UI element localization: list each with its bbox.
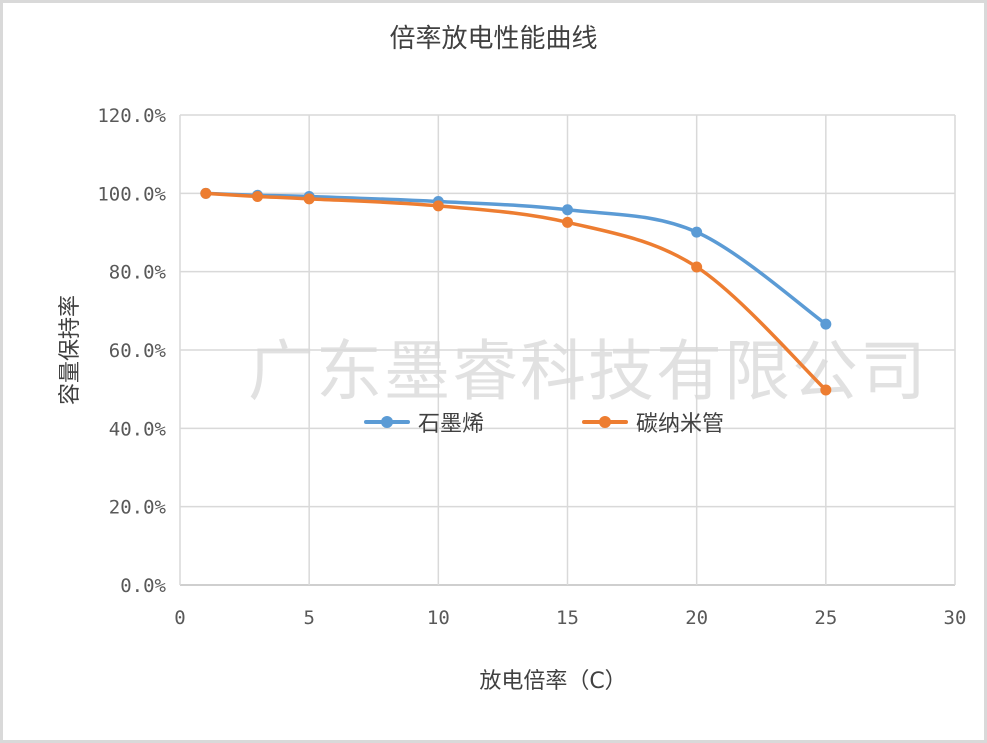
series-line-1 [204,191,828,392]
legend-swatch-cnt [582,412,628,432]
y-tick-label: 20.0% [109,497,167,519]
series-point-1 [562,216,573,228]
x-tick-label: 10 [427,607,450,629]
series-point-0 [820,318,832,330]
legend-label-graphene: 石墨烯 [418,412,485,437]
series-point-0 [691,226,703,238]
y-axis-label: 容量保持率 [58,294,83,406]
x-tick-label: 5 [303,607,314,629]
legend-item-graphene: 石墨烯 [364,408,485,437]
series-point-0 [562,204,573,216]
y-tick-label: 0.0% [120,575,166,597]
series-point-1 [691,261,703,273]
y-tick-label: 40.0% [109,418,167,440]
legend-label-cnt: 碳纳米管 [636,412,725,437]
x-tick-label: 30 [944,607,967,629]
x-tick-label: 25 [814,607,837,629]
x-tick-label: 15 [556,607,579,629]
legend-swatch-graphene [364,412,410,432]
legend-item-cnt: 碳纳米管 [582,408,725,437]
y-tick-label: 120.0% [97,105,166,127]
y-tick-label: 80.0% [109,262,167,284]
series-point-1 [200,187,212,199]
x-tick-label: 20 [685,607,708,629]
series-point-1 [820,384,832,396]
series-point-1 [432,200,444,212]
y-tick-label: 100.0% [97,183,166,205]
series-point-1 [252,190,263,202]
y-tick-label: 60.0% [109,340,167,362]
chart-title: 倍率放电性能曲线 [389,24,598,54]
x-axis-label: 放电倍率（C） [479,669,627,694]
series-point-1 [303,193,315,205]
watermark-text: 广东墨睿科技有限公司 [248,333,928,410]
x-tick-label: 0 [174,607,185,629]
